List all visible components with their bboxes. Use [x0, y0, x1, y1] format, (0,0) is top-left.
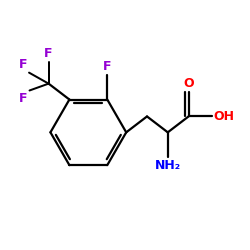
Text: NH₂: NH₂: [155, 159, 181, 172]
Text: F: F: [44, 47, 53, 60]
Text: F: F: [19, 92, 28, 105]
Text: OH: OH: [213, 110, 234, 123]
Text: F: F: [18, 58, 27, 71]
Text: O: O: [183, 77, 194, 90]
Text: F: F: [103, 60, 112, 73]
